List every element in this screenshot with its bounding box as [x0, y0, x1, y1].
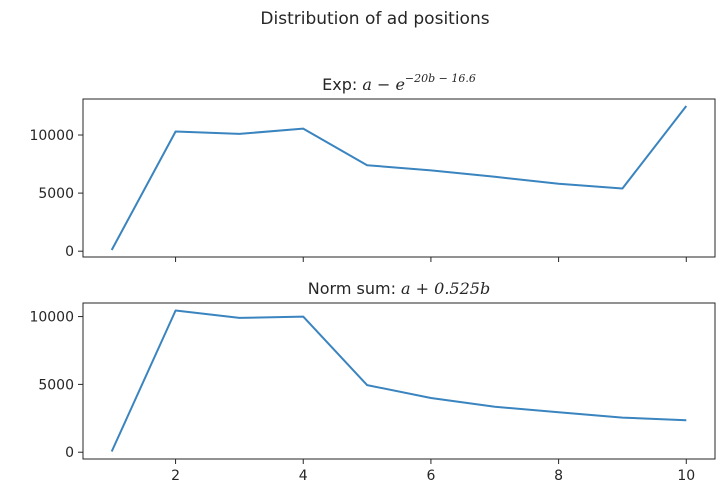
panel-1: Exp: a − e−20b − 16.6 0 5000 10000	[29, 72, 716, 262]
panel-2: Norm sum: a + 0.525b 0 5000 10000 2 4 6 8 10	[29, 279, 716, 484]
panel-1-title-math: a − e	[362, 75, 405, 94]
figure-suptitle: Distribution of ad positions	[260, 9, 489, 29]
panel-2-ytick-label: 5000	[38, 377, 74, 393]
panel-2-axes-frame	[82, 302, 716, 460]
panel-1-title-prefix: Exp:	[322, 75, 362, 94]
panel-1-ytick-label: 5000	[38, 186, 74, 202]
panel-2-title-prefix: Norm sum:	[308, 279, 401, 298]
panel-1-ytick-label: 0	[65, 244, 74, 260]
panel-1-title: Exp: a − e−20b − 16.6	[322, 72, 476, 94]
panel-1-axes-frame	[82, 98, 716, 258]
panel-2-xtick-label: 8	[554, 468, 563, 484]
panel-2-series-line	[110, 309, 687, 452]
panel-2-title: Norm sum: a + 0.525b	[308, 279, 490, 298]
panel-2-xtick-label: 10	[677, 468, 695, 484]
panel-2-ytick-label: 10000	[29, 310, 74, 326]
panel-2-xtick-label: 6	[426, 468, 435, 484]
panel-2-ytick-label: 0	[65, 445, 74, 461]
panel-1-series-line	[110, 105, 688, 251]
panel-2-title-math: a + 0.525b	[401, 279, 490, 298]
panel-2-xtick-label: 4	[299, 468, 308, 484]
panel-1-ytick-label: 10000	[29, 128, 74, 144]
panel-1-title-exponent: −20b − 16.6	[405, 72, 476, 85]
panel-2-xtick-label: 2	[171, 468, 180, 484]
